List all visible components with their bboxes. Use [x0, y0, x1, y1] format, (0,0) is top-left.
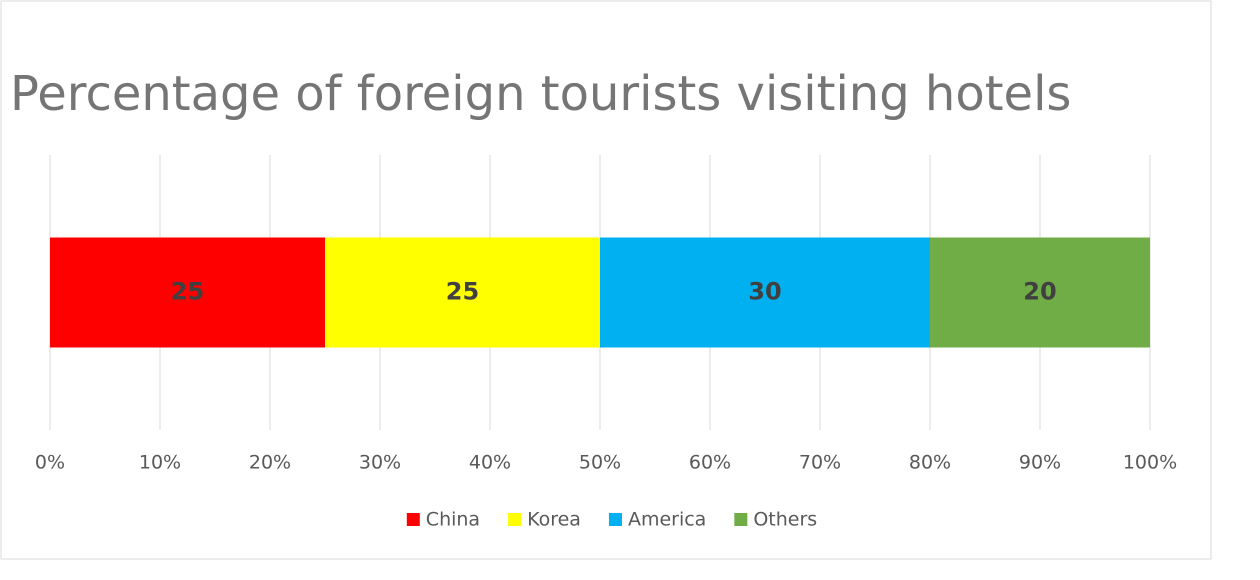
data-label: 30 — [748, 278, 781, 306]
legend-label: Others — [753, 509, 817, 531]
data-label: 20 — [1023, 278, 1056, 306]
x-tick-label: 20% — [249, 452, 291, 474]
legend-label: China — [426, 509, 480, 531]
x-tick-label: 100% — [1123, 452, 1177, 474]
x-tick-label: 30% — [359, 452, 401, 474]
legend-label: America — [628, 509, 706, 531]
x-tick-label: 80% — [909, 452, 951, 474]
x-tick-label: 70% — [799, 452, 841, 474]
x-tick-label: 0% — [35, 452, 65, 474]
legend-swatch — [508, 513, 522, 526]
x-tick-label: 60% — [689, 452, 731, 474]
legend-label: Korea — [527, 509, 581, 531]
legend-swatch — [608, 513, 622, 526]
x-tick-label: 10% — [139, 452, 181, 474]
data-label: 25 — [171, 278, 204, 306]
legend-swatch — [406, 513, 420, 526]
x-tick-label: 40% — [469, 452, 511, 474]
legend-swatch — [734, 513, 748, 526]
x-tick-label: 50% — [579, 452, 621, 474]
data-label: 25 — [446, 278, 479, 306]
bar-segment — [50, 237, 325, 348]
chart-title: Percentage of foreign tourists visiting … — [10, 66, 1071, 122]
x-tick-label: 90% — [1019, 452, 1061, 474]
bar-segment — [600, 237, 930, 348]
bar-segment — [930, 237, 1150, 348]
bar-segment — [325, 237, 600, 348]
